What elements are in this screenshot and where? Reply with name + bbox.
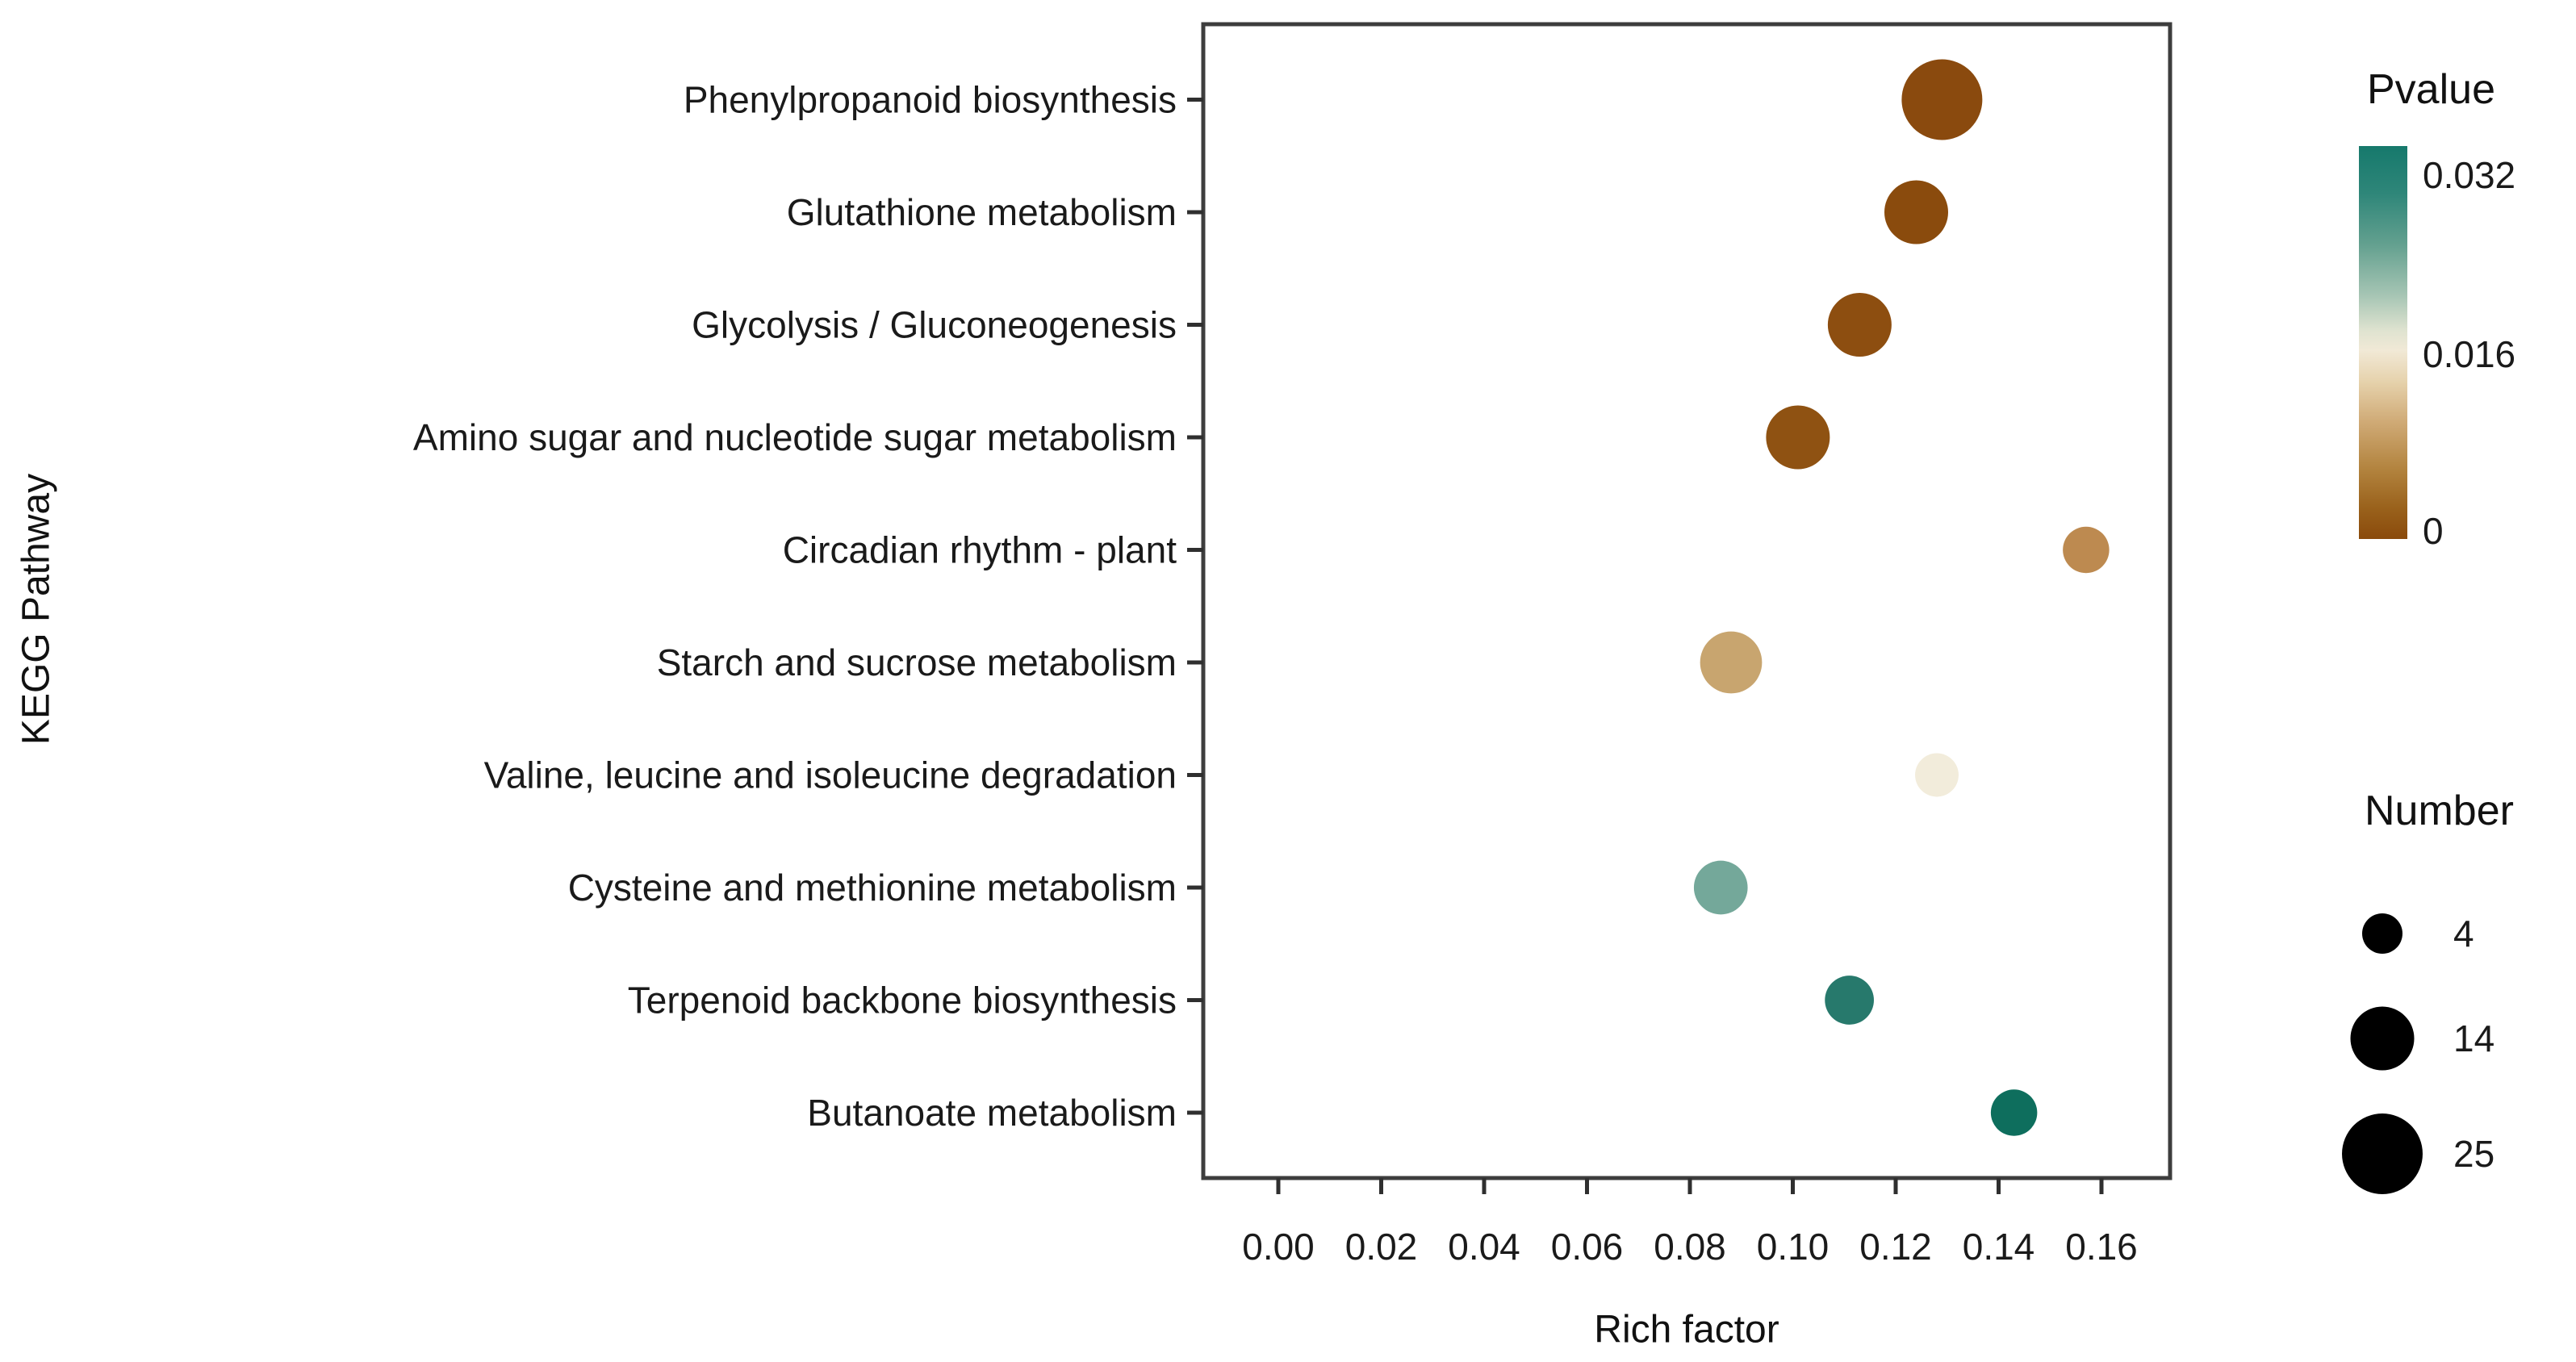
pvalue-colorbar: [2359, 146, 2407, 539]
bubble-6: [1700, 631, 1763, 694]
pvalue-tick-label: 0: [2423, 510, 2444, 552]
number-legend-label: 4: [2453, 913, 2474, 955]
y-category-label: Valine, leucine and isoleucine degradati…: [484, 754, 1177, 796]
x-tick-label: 0.04: [1448, 1226, 1520, 1268]
bubble-4: [1766, 405, 1830, 470]
x-tick-label: 0.12: [1859, 1226, 1932, 1268]
x-tick-label: 0.00: [1242, 1226, 1315, 1268]
y-category-label: Glutathione metabolism: [787, 191, 1177, 233]
y-category-label: Phenylpropanoid biosynthesis: [684, 79, 1177, 121]
number-legend-label: 14: [2453, 1017, 2494, 1059]
bubble-2: [1884, 180, 1948, 244]
number-legend-dot: [2350, 1006, 2415, 1071]
pvalue-tick-label: 0.032: [2423, 154, 2515, 196]
y-category-label: Starch and sucrose metabolism: [657, 641, 1177, 683]
bubble-10: [1990, 1089, 2038, 1136]
y-category-label: Amino sugar and nucleotide sugar metabol…: [413, 416, 1177, 458]
x-tick-label: 0.10: [1757, 1226, 1830, 1268]
y-category-label: Circadian rhythm - plant: [783, 529, 1177, 571]
number-legend-dot: [2342, 1113, 2423, 1194]
bubble-1: [1901, 59, 1983, 140]
x-tick-label: 0.06: [1551, 1226, 1624, 1268]
y-category-label: Glycolysis / Gluconeogenesis: [692, 304, 1177, 346]
bubble-8: [1693, 860, 1748, 915]
x-tick-label: 0.02: [1345, 1226, 1418, 1268]
x-tick-label: 0.16: [2065, 1226, 2138, 1268]
number-legend-label: 25: [2453, 1133, 2494, 1175]
number-legend-dot: [2362, 913, 2402, 954]
x-tick-label: 0.14: [1963, 1226, 2035, 1268]
y-axis-title: KEGG Pathway: [15, 473, 58, 746]
bubble-9: [1825, 976, 1874, 1025]
y-category-label: Cysteine and methionine metabolism: [568, 867, 1177, 909]
bubble-5: [2063, 526, 2110, 574]
bubble-7: [1915, 753, 1959, 797]
bubble-3: [1827, 293, 1892, 357]
pvalue-tick-label: 0.016: [2423, 333, 2515, 375]
x-axis-title: Rich factor: [1594, 1308, 1779, 1352]
y-category-label: Butanoate metabolism: [807, 1092, 1177, 1134]
plot-panel: [1201, 22, 2172, 1180]
pvalue-legend-title: Pvalue: [2367, 66, 2495, 113]
y-category-label: Terpenoid backbone biosynthesis: [628, 980, 1177, 1022]
number-legend-title: Number: [2365, 788, 2514, 834]
x-tick-label: 0.08: [1654, 1226, 1726, 1268]
